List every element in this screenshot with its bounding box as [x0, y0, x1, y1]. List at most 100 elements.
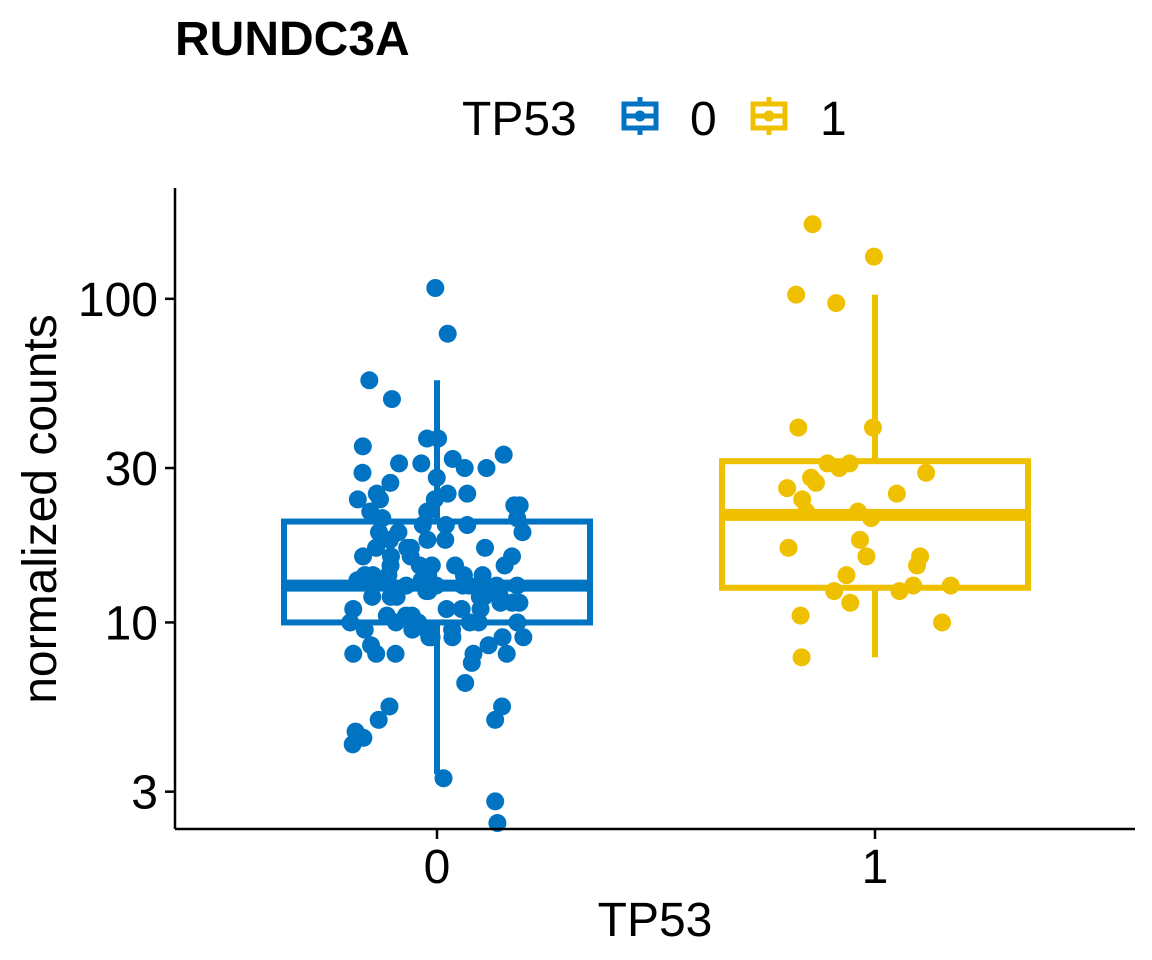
data-point-0-27	[373, 509, 392, 528]
data-point-1-25	[904, 576, 923, 595]
data-point-0-103	[386, 644, 405, 663]
box-group-1	[719, 294, 1031, 658]
legend-title: TP53	[462, 93, 577, 146]
y-tick-label: 3	[131, 767, 158, 820]
legend-label-1: 1	[820, 93, 847, 146]
data-point-1-24	[941, 576, 960, 595]
data-point-0-72	[387, 587, 406, 606]
data-point-0-1	[438, 324, 457, 343]
data-point-1-29	[791, 606, 810, 625]
data-point-0-33	[513, 523, 532, 542]
data-point-0-90	[341, 613, 360, 632]
data-point-0-29	[436, 516, 455, 535]
box-0	[281, 518, 593, 626]
data-point-0-59	[453, 576, 472, 595]
legend-key-0	[621, 97, 659, 135]
data-point-0-30	[458, 516, 477, 535]
points-0	[341, 278, 533, 833]
data-point-0-112	[369, 710, 388, 729]
data-point-0-81	[344, 600, 363, 619]
y-tick-label: 30	[105, 443, 158, 496]
data-point-0-108	[456, 673, 475, 692]
y-tick-label: 100	[78, 274, 158, 327]
data-point-0-67	[417, 582, 436, 601]
data-point-0-109	[493, 697, 512, 716]
legend: TP53 0 1	[462, 93, 847, 146]
legend-label-0: 0	[690, 93, 717, 146]
data-point-1-22	[908, 556, 927, 575]
data-point-0-6	[353, 437, 372, 456]
data-point-1-8	[830, 459, 849, 478]
legend-key-1	[750, 97, 788, 135]
data-point-0-7	[494, 445, 513, 464]
data-point-0-94	[355, 620, 374, 639]
x-tick-label: 0	[424, 841, 451, 894]
data-point-0-9	[412, 454, 431, 473]
data-point-0-97	[493, 628, 512, 647]
data-point-0-95	[514, 628, 533, 647]
legend-key-1-point	[763, 110, 775, 122]
data-point-0-107	[462, 653, 481, 672]
y-tick-label: 10	[105, 597, 158, 650]
data-point-0-16	[458, 484, 477, 503]
data-point-0-34	[418, 530, 437, 549]
data-point-1-11	[806, 473, 825, 492]
box-1	[719, 458, 1031, 591]
data-point-0-87	[469, 613, 488, 632]
data-point-0-38	[367, 538, 386, 557]
data-point-0-78	[471, 600, 490, 619]
data-point-0-102	[497, 644, 516, 663]
data-point-1-23	[837, 566, 856, 585]
points-1	[778, 215, 960, 667]
data-point-0-89	[508, 613, 527, 632]
data-point-0-13	[353, 463, 372, 482]
data-point-0-42	[354, 547, 373, 566]
data-point-1-5	[789, 418, 808, 437]
data-point-0-26	[508, 509, 527, 528]
data-point-0-91	[403, 620, 422, 639]
data-point-0-79	[452, 600, 471, 619]
data-point-0-71	[363, 587, 382, 606]
data-point-1-2	[787, 285, 806, 304]
data-point-0-98	[443, 628, 462, 647]
data-point-1-28	[841, 593, 860, 612]
data-point-0-77	[491, 593, 510, 612]
data-point-0-111	[486, 710, 505, 729]
data-point-0-110	[380, 697, 399, 716]
data-point-0-80	[437, 600, 456, 619]
data-point-0-20	[371, 490, 390, 509]
data-point-0-118	[488, 814, 507, 833]
data-point-1-19	[779, 538, 798, 557]
data-point-0-115	[343, 735, 362, 754]
data-point-1-21	[857, 547, 876, 566]
data-point-0-10	[390, 454, 409, 473]
data-point-0-105	[367, 644, 386, 663]
y-axis-ticks: 3 10 30 100	[78, 274, 175, 820]
data-point-0-36	[436, 530, 455, 549]
chart-title: RUNDC3A	[175, 13, 410, 66]
data-point-1-4	[863, 418, 882, 437]
data-point-1-17	[862, 509, 881, 528]
data-point-1-0	[803, 215, 822, 234]
data-point-0-28	[413, 516, 432, 535]
data-point-1-30	[933, 613, 952, 632]
data-point-0-11	[477, 459, 496, 478]
data-point-1-18	[850, 530, 869, 549]
data-point-0-88	[386, 613, 405, 632]
data-point-1-31	[792, 648, 811, 667]
legend-key-0-point	[634, 110, 646, 122]
data-point-0-14	[427, 468, 446, 487]
x-axis-title: TP53	[598, 894, 713, 947]
y-axis-title: normalized counts	[14, 314, 67, 704]
data-point-0-0	[426, 278, 445, 297]
data-point-0-53	[379, 566, 398, 585]
data-point-1-9	[917, 463, 936, 482]
data-point-0-117	[486, 792, 505, 811]
data-point-0-2	[360, 371, 379, 390]
data-point-0-3	[382, 390, 401, 409]
data-point-0-5	[429, 429, 448, 448]
data-point-1-13	[887, 484, 906, 503]
data-point-1-12	[778, 479, 797, 498]
data-point-0-39	[476, 538, 495, 557]
